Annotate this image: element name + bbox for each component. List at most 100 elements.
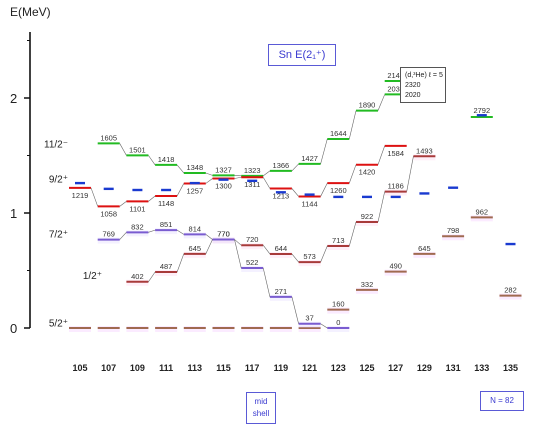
value-label: 2148 xyxy=(387,71,404,80)
y-tick-label: 0 xyxy=(10,321,17,336)
level-shade xyxy=(183,251,206,258)
x-tick-label: 131 xyxy=(446,363,461,373)
value-label: 851 xyxy=(160,220,173,229)
level-connector xyxy=(291,163,299,172)
value-label: 832 xyxy=(131,222,144,231)
value-label: 1890 xyxy=(359,101,376,110)
value-label: 282 xyxy=(504,286,517,295)
value-label: 1584 xyxy=(387,149,404,158)
chart-title: Sn E(2₁⁺) xyxy=(268,44,336,66)
level-connector xyxy=(291,188,299,197)
x-tick-label: 109 xyxy=(130,363,145,373)
value-label: 1186 xyxy=(388,182,404,191)
value-label: 1327 xyxy=(215,165,232,174)
x-tick-label: 111 xyxy=(159,363,173,373)
x-tick-label: 115 xyxy=(216,363,231,373)
value-label: 1366 xyxy=(273,161,290,170)
x-tick-label: 119 xyxy=(274,363,289,373)
level-connector xyxy=(263,170,271,177)
y-axis-title: E(MeV) xyxy=(10,5,51,19)
level-connector xyxy=(148,195,156,202)
value-label: 271 xyxy=(275,287,288,296)
value-label: 1420 xyxy=(359,168,376,177)
mid-shell-annotation: mid shell xyxy=(246,392,276,424)
value-label: 814 xyxy=(189,224,202,233)
level-connector xyxy=(377,94,385,111)
value-label: 798 xyxy=(447,226,460,235)
value-label: 770 xyxy=(217,229,230,238)
level-connector xyxy=(234,176,242,179)
value-label: 37 xyxy=(305,314,313,323)
value-label: 487 xyxy=(160,262,173,271)
level-connector xyxy=(291,296,299,324)
x-tick-label: 125 xyxy=(359,363,374,373)
x-tick-label: 113 xyxy=(188,363,203,373)
x-tick-label: 117 xyxy=(245,363,260,373)
value-label: 1300 xyxy=(215,182,232,191)
y-tick-label: 2 xyxy=(10,91,17,106)
value-label: 1427 xyxy=(301,154,318,163)
value-label: 0 xyxy=(336,318,340,327)
value-label: 720 xyxy=(246,235,259,244)
value-label: 645 xyxy=(189,244,202,253)
level-connector xyxy=(349,221,357,247)
level-connector xyxy=(176,164,185,174)
value-label: 522 xyxy=(246,258,259,267)
level-connector xyxy=(377,145,385,165)
value-label: 1144 xyxy=(302,199,318,208)
value-label: 1101 xyxy=(129,204,145,213)
level-connector xyxy=(234,239,242,269)
level-connector xyxy=(119,201,127,207)
state-label: 11/2⁻ xyxy=(44,139,68,150)
value-label: 1260 xyxy=(330,186,347,195)
x-tick-label: 135 xyxy=(503,363,518,373)
value-label: 2792 xyxy=(473,106,490,115)
value-label: 1493 xyxy=(416,146,433,155)
level-connector xyxy=(234,239,242,246)
value-label: 922 xyxy=(361,212,374,221)
level-connector xyxy=(320,245,328,263)
level-connector xyxy=(205,239,213,254)
state-label: 9/2⁺ xyxy=(49,175,68,186)
value-label: 1323 xyxy=(244,166,261,175)
level-connector xyxy=(90,187,98,207)
value-label: 1501 xyxy=(129,145,146,154)
value-label: 1257 xyxy=(186,186,203,195)
legend-title: (d,³He) ℓ = 5 xyxy=(405,72,443,79)
level-connector xyxy=(291,253,299,263)
value-label: 1418 xyxy=(158,155,175,164)
x-tick-label: 127 xyxy=(388,363,403,373)
x-tick-label: 133 xyxy=(474,363,489,373)
level-connector xyxy=(262,245,271,255)
x-tick-label: 123 xyxy=(331,363,346,373)
value-label: 1213 xyxy=(273,192,290,201)
level-connector xyxy=(377,191,385,223)
value-label: 769 xyxy=(102,230,115,239)
level-connector xyxy=(119,143,127,156)
state-label: 1/2⁺ xyxy=(83,271,102,282)
value-label: 1311 xyxy=(244,180,260,189)
value-label: 770 xyxy=(217,229,230,238)
level-connector xyxy=(320,182,328,197)
value-label: 332 xyxy=(361,280,374,289)
level-connector xyxy=(148,229,156,233)
level-connector xyxy=(349,164,357,184)
value-label: 645 xyxy=(418,244,431,253)
state-label: 7/2⁺ xyxy=(49,230,68,241)
level-connector xyxy=(262,267,271,297)
value-label: 1348 xyxy=(186,163,203,172)
level-connector xyxy=(406,156,414,192)
value-label: 1219 xyxy=(72,191,89,200)
value-label: 1148 xyxy=(158,199,174,208)
level-connector xyxy=(205,178,213,184)
x-tick-labels: 105 107 109 111 113 115 117 119 121 123 125 127 129 1… xyxy=(72,363,518,373)
value-label: 713 xyxy=(332,236,345,245)
level-connector xyxy=(119,232,127,240)
level-connector xyxy=(205,234,213,240)
value-label: 2031 xyxy=(387,84,404,93)
level-connector xyxy=(205,172,213,176)
value-label: 1058 xyxy=(100,209,117,218)
value-label: 1644 xyxy=(330,129,347,138)
x-tick-label: 107 xyxy=(101,363,116,373)
